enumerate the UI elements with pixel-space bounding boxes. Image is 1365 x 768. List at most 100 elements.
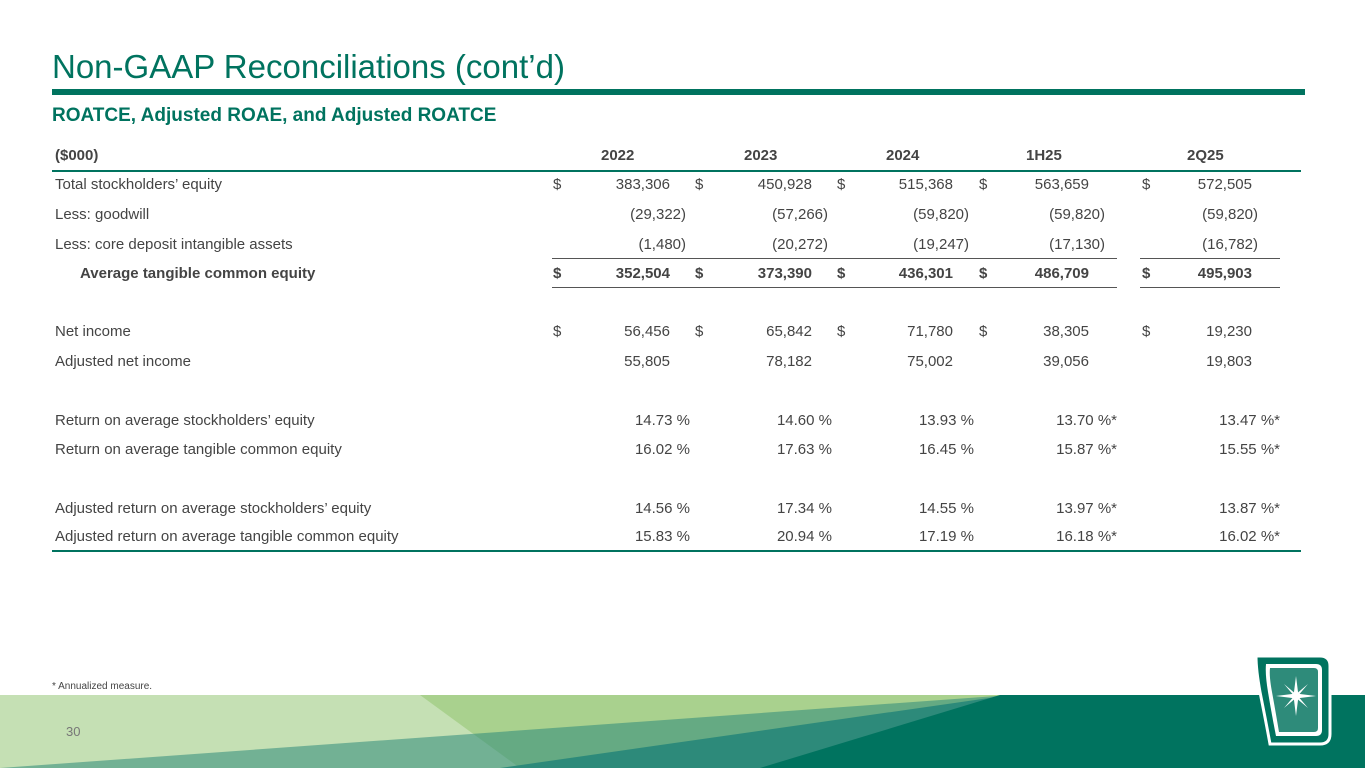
currency-symbol: $: [695, 265, 704, 282]
cell-2022: 16.02 %: [634, 441, 690, 458]
page-number: 30: [66, 724, 81, 739]
currency-symbol: $: [1142, 265, 1151, 282]
star-shield-logo-icon: [1254, 654, 1332, 746]
cell-1h25: 16.18 %*: [1056, 528, 1117, 545]
table-row: Net income $ 56,456 $ 65,842 $ 71,780 $ …: [0, 323, 1365, 343]
column-header-2q25: 2Q25: [1187, 147, 1224, 164]
cell-1h25: 15.87 %*: [1056, 441, 1117, 458]
table-row: Return on average tangible common equity…: [0, 441, 1365, 461]
table-bottom-divider: [52, 550, 1301, 552]
cell-1h25: 563,659: [1034, 176, 1089, 193]
row-label: Less: core deposit intangible assets: [55, 236, 293, 253]
column-header-2023: 2023: [744, 147, 778, 164]
currency-symbol: $: [837, 323, 846, 340]
cell-2023: 20.94 %: [776, 528, 832, 545]
currency-symbol: $: [553, 323, 562, 340]
total-line: [1140, 287, 1280, 288]
currency-symbol: $: [837, 265, 846, 282]
cell-2024: 14.55 %: [918, 500, 974, 517]
column-header-2024: 2024: [886, 147, 920, 164]
table-row: Average tangible common equity $ 352,504…: [0, 265, 1365, 285]
table-row: Total stockholders’ equity $ 383,306 $ 4…: [0, 176, 1365, 196]
cell-2q25: 572,505: [1197, 176, 1252, 193]
cell-2024: 16.45 %: [918, 441, 974, 458]
cell-2023: 450,928: [757, 176, 812, 193]
cell-2q25: (16,782): [1202, 236, 1258, 253]
currency-symbol: $: [1142, 176, 1151, 193]
table-row: Less: goodwill (29,322) (57,266) (59,820…: [0, 206, 1365, 226]
row-label: Less: goodwill: [55, 206, 150, 223]
total-line: [552, 287, 1117, 288]
page-subtitle: ROATCE, Adjusted ROAE, and Adjusted ROAT…: [52, 105, 497, 126]
cell-1h25: (59,820): [1049, 206, 1105, 223]
subtotal-line: [1140, 258, 1280, 259]
row-label: Return on average tangible common equity: [55, 441, 342, 458]
currency-symbol: $: [979, 265, 988, 282]
title-divider: [52, 89, 1305, 95]
cell-1h25: 13.97 %*: [1056, 500, 1117, 517]
cell-2024: 17.19 %: [918, 528, 974, 545]
cell-2023: 65,842: [766, 323, 812, 340]
cell-2024: (19,247): [913, 236, 969, 253]
table-row: Adjusted return on average tangible comm…: [0, 528, 1365, 548]
cell-2022: 15.83 %: [634, 528, 690, 545]
currency-symbol: $: [979, 176, 988, 193]
cell-2q25: 19,230: [1206, 323, 1252, 340]
cell-2022: 383,306: [615, 176, 670, 193]
cell-1h25: 39,056: [1043, 353, 1089, 370]
cell-2022: 56,456: [624, 323, 670, 340]
column-header-1h25: 1H25: [1026, 147, 1062, 164]
cell-1h25: 38,305: [1043, 323, 1089, 340]
table-row: Return on average stockholders’ equity 1…: [0, 412, 1365, 432]
cell-2022: (29,322): [630, 206, 686, 223]
cell-2022: 352,504: [615, 265, 670, 282]
cell-2q25: 495,903: [1197, 265, 1252, 282]
cell-1h25: 486,709: [1034, 265, 1089, 282]
row-label: Average tangible common equity: [80, 265, 316, 282]
cell-2q25: (59,820): [1202, 206, 1258, 223]
currency-symbol: $: [837, 176, 846, 193]
currency-symbol: $: [695, 176, 704, 193]
footnote: * Annualized measure.: [52, 681, 153, 692]
cell-2023: (57,266): [772, 206, 828, 223]
cell-2023: 14.60 %: [776, 412, 832, 429]
cell-2024: 13.93 %: [918, 412, 974, 429]
cell-2022: 14.73 %: [634, 412, 690, 429]
page-title: Non-GAAP Reconciliations (cont’d): [52, 48, 565, 85]
decorative-footer-band: [0, 695, 1365, 768]
cell-1h25: 13.70 %*: [1056, 412, 1117, 429]
cell-2024: 71,780: [907, 323, 953, 340]
row-label: Return on average stockholders’ equity: [55, 412, 315, 429]
cell-1h25: (17,130): [1049, 236, 1105, 253]
table-row: Adjusted net income 55,805 78,182 75,002…: [0, 353, 1365, 373]
table-row: Adjusted return on average stockholders’…: [0, 500, 1365, 520]
cell-2023: 373,390: [757, 265, 812, 282]
cell-2023: (20,272): [772, 236, 828, 253]
row-label: Adjusted net income: [55, 353, 191, 370]
cell-2024: 436,301: [898, 265, 953, 282]
cell-2022: (1,480): [638, 236, 686, 253]
column-header-2022: 2022: [601, 147, 635, 164]
cell-2q25: 13.87 %*: [1219, 500, 1280, 517]
cell-2022: 55,805: [624, 353, 670, 370]
currency-symbol: $: [553, 265, 562, 282]
row-label: Net income: [55, 323, 131, 340]
row-label: Adjusted return on average stockholders’…: [55, 500, 372, 517]
header-divider: [52, 170, 1301, 172]
cell-2q25: 15.55 %*: [1219, 441, 1280, 458]
cell-2024: 75,002: [907, 353, 953, 370]
cell-2023: 78,182: [766, 353, 812, 370]
table-row: Less: core deposit intangible assets (1,…: [0, 236, 1365, 256]
cell-2023: 17.63 %: [776, 441, 832, 458]
cell-2024: 515,368: [898, 176, 953, 193]
currency-symbol: $: [553, 176, 562, 193]
cell-2q25: 13.47 %*: [1219, 412, 1280, 429]
currency-symbol: $: [1142, 323, 1151, 340]
cell-2023: 17.34 %: [776, 500, 832, 517]
row-label: Total stockholders’ equity: [55, 176, 223, 193]
subtotal-line: [552, 258, 1117, 259]
cell-2022: 14.56 %: [634, 500, 690, 517]
cell-2024: (59,820): [913, 206, 969, 223]
currency-symbol: $: [695, 323, 704, 340]
cell-2q25: 19,803: [1206, 353, 1252, 370]
